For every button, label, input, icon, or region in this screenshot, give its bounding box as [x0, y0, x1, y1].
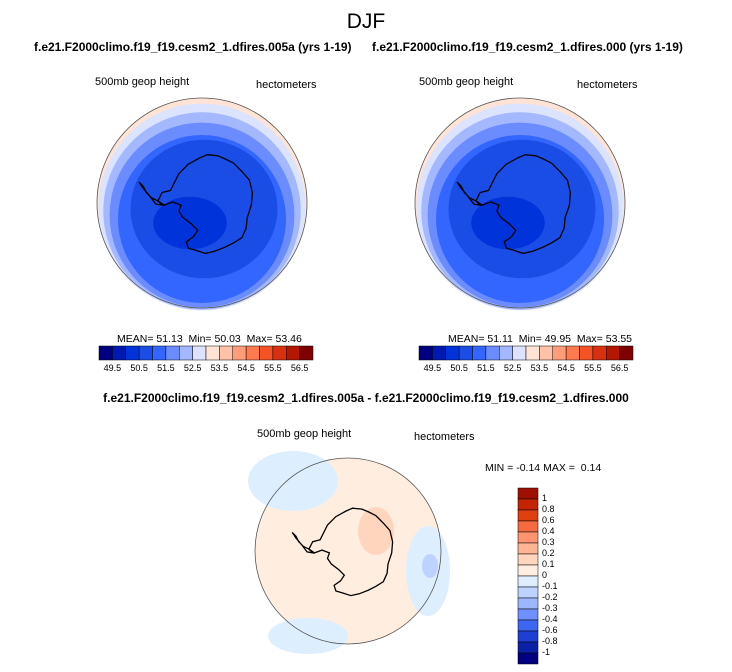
diff-colorbar-box: [517, 597, 539, 610]
diff-title: f.e21.F2000climo.f19_f19.cesm2_1.dfires.…: [103, 391, 629, 405]
panel-a-tick-label: 49.5: [103, 363, 122, 373]
diff-contour-band: [422, 554, 438, 578]
panel-b-colorbar-box: [619, 345, 634, 361]
panel-a-tick-label: 53.5: [210, 363, 229, 373]
diff-tick-label: 0.3: [542, 537, 555, 547]
diff-contour-band: [248, 451, 338, 511]
panel-a-tick-label: 56.5: [290, 363, 309, 373]
panel-b-tick-label: 52.5: [503, 363, 522, 373]
diff-max-label: MAX =: [543, 462, 575, 474]
panel-a-colorbar-box: [299, 345, 314, 361]
diff-colorbar-box: [517, 586, 539, 599]
diff-tick-label: -0.4: [542, 614, 558, 624]
panel-b-max-label: Max=: [576, 333, 603, 345]
diff-colorbar-box: [517, 509, 539, 522]
diff-min-label: MIN =: [485, 462, 514, 474]
panel-b-tick-label: 49.5: [423, 363, 442, 373]
diff-stats: MIN = -0.14 MAX = 0.14: [485, 462, 601, 474]
diff-colorbar-box: [517, 608, 539, 621]
panel-b-min: 49.95: [544, 333, 571, 345]
panel-b-tick-label: 53.5: [530, 363, 549, 373]
panel-b-title: f.e21.F2000climo.f19_f19.cesm2_1.dfires.…: [372, 40, 683, 54]
panel-b-peninsula-outline: [456, 181, 482, 207]
panel-a-stats: MEAN= 51.13 Min= 50.03 Max= 53.46: [117, 333, 302, 345]
diff-variable: 500mb geop height: [257, 428, 352, 440]
diff-tick-label: -0.6: [542, 625, 558, 635]
panel-b-antarctica-outline: [475, 154, 572, 255]
diff-peninsula-outline: [291, 531, 315, 554]
diff-tick-label: 0.2: [542, 548, 555, 558]
diff-tick-label: -0.8: [542, 636, 558, 646]
diff-min: -0.14: [516, 462, 541, 474]
panel-a-variable: 500mb geop height: [95, 76, 190, 88]
panel-b-stats: MEAN= 51.11 Min= 49.95 Max= 53.55: [448, 333, 632, 345]
panel-a-tick-label: 50.5: [130, 363, 148, 373]
diff-antarctica-outline: [308, 507, 394, 597]
diff-tick-label: -1: [542, 647, 551, 657]
panel-a-tick-label: 54.5: [237, 363, 255, 373]
panel-a-max: 53.46: [275, 333, 302, 345]
panel-b-colorbar: [418, 345, 634, 361]
diff-colorbar-box: [517, 531, 539, 544]
panel-b-tick-label: 50.5: [450, 363, 468, 373]
panel-b-tick-label: 54.5: [557, 363, 575, 373]
panel-a-tick-label: 52.5: [183, 363, 202, 373]
panel-b-tick-label: 51.5: [477, 363, 495, 373]
panel-b-tick-label: 56.5: [610, 363, 629, 373]
diff-colorbar-box: [517, 630, 539, 643]
diff-tick-label: 0.8: [542, 504, 555, 514]
diff-units: hectometers: [414, 431, 475, 443]
diff-tick-label: 0.4: [542, 526, 555, 536]
panel-a-min-label: Min=: [188, 333, 212, 345]
panel-b-min-label: Min=: [518, 333, 542, 345]
panel-a-map-border: [96, 97, 308, 309]
panel-b-map-border: [414, 97, 626, 309]
diff-colorbar-box: [517, 553, 539, 566]
diff-colorbar-box: [517, 619, 539, 632]
panel-a-min: 50.03: [214, 333, 241, 345]
diff-colorbar-box: [517, 520, 539, 533]
diff-tick-label: 0.6: [542, 515, 555, 525]
panel-a-units: hectometers: [256, 79, 317, 91]
diff-colorbar-box: [517, 564, 539, 577]
diff-tick-label: -0.2: [542, 592, 558, 602]
diff-tick-label: -0.3: [542, 603, 558, 613]
panel-b-mean: 51.11: [487, 333, 513, 345]
diff-colorbar: [517, 487, 539, 665]
diff-colorbar-box: [517, 652, 539, 665]
panel-a-mean: 51.13: [156, 333, 183, 345]
panel-a-max-label: Max=: [246, 333, 273, 345]
panel-a-colorbar: [98, 345, 314, 361]
diff-colorbar-box: [517, 498, 539, 511]
figure-title: DJF: [346, 10, 386, 33]
diff-map-border: [254, 457, 442, 645]
diff-colorbar-box: [517, 575, 539, 588]
panel-b-mean-label: MEAN=: [448, 333, 485, 345]
diff-colorbar-box: [517, 542, 539, 555]
diff-colorbar-box: [517, 487, 539, 500]
diff-contour-band: [268, 618, 348, 654]
panel-b-max: 53.55: [605, 333, 633, 345]
panel-a-mean-label: MEAN=: [117, 333, 154, 345]
panel-b-variable: 500mb geop height: [419, 76, 514, 88]
diff-tick-label: 0.1: [542, 559, 555, 569]
panel-b-units: hectometers: [577, 79, 638, 91]
panel-a-tick-label: 51.5: [157, 363, 175, 373]
diff-contour-band: [358, 507, 394, 555]
diff-max: 0.14: [580, 462, 602, 474]
panel-b-tick-label: 55.5: [584, 363, 602, 373]
panel-a-tick-label: 55.5: [264, 363, 282, 373]
diff-tick-label: 1: [542, 493, 548, 503]
panel-a-antarctica-outline: [157, 154, 254, 255]
panel-a-peninsula-outline: [138, 181, 164, 207]
diff-tick-label: 0: [542, 570, 548, 580]
panel-a-title: f.e21.F2000climo.f19_f19.cesm2_1.dfires.…: [34, 40, 352, 54]
diff-colorbar-box: [517, 641, 539, 654]
diff-tick-label: -0.1: [542, 581, 558, 591]
